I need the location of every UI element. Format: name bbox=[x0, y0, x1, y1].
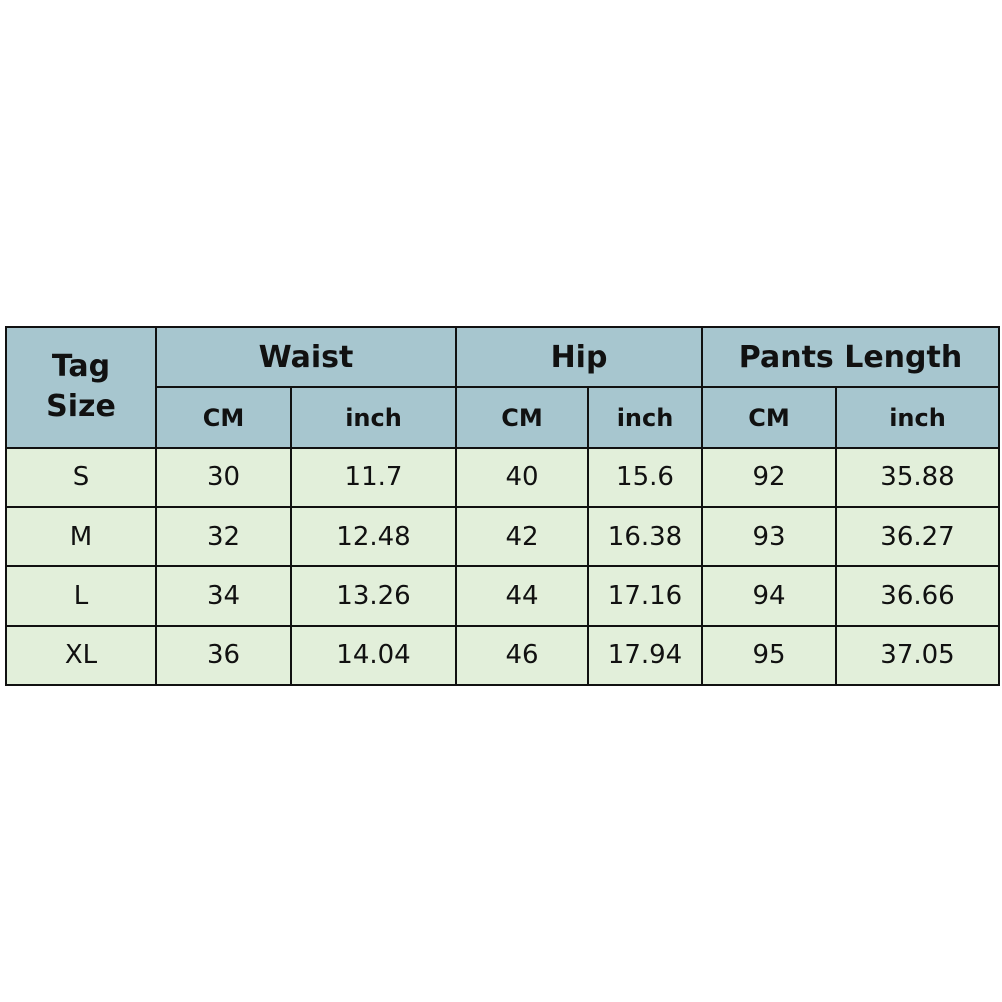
header-row: Tag Size Waist Hip Pants Length bbox=[5, 325, 1001, 449]
value-cell: 17.94 bbox=[587, 624, 703, 687]
size-cell: L bbox=[5, 565, 157, 627]
value-cell: 13.26 bbox=[290, 565, 457, 627]
value-cell: 15.6 bbox=[587, 446, 703, 509]
size-cell: S bbox=[5, 446, 157, 509]
unit-header: CM bbox=[701, 386, 837, 449]
value-cell: 95 bbox=[701, 624, 837, 687]
data-row: M 32 12.48 42 16.38 93 36.27 bbox=[5, 505, 1001, 568]
group-header: Pants Length bbox=[700, 325, 1001, 389]
unit-header: inch bbox=[834, 386, 1001, 449]
value-cell: 42 bbox=[455, 505, 589, 568]
value-cell: 16.38 bbox=[587, 505, 703, 568]
unit-header: inch bbox=[290, 386, 457, 449]
value-cell: 36 bbox=[155, 624, 292, 687]
unit-header: CM bbox=[155, 386, 292, 449]
group-header: Hip bbox=[455, 325, 703, 389]
group-header: Waist bbox=[155, 325, 457, 389]
value-cell: 93 bbox=[701, 505, 837, 568]
size-cell: M bbox=[5, 505, 157, 568]
unit-header: CM bbox=[455, 386, 589, 449]
value-cell: 92 bbox=[701, 446, 837, 509]
table-body: Tag Size Waist Hip Pants Length CM inch CM inch… bbox=[5, 325, 1001, 687]
value-cell: 46 bbox=[455, 624, 589, 687]
corner-cell: Tag Size bbox=[5, 326, 157, 449]
value-cell: 17.16 bbox=[587, 565, 703, 627]
value-cell: 36.66 bbox=[834, 565, 1001, 627]
value-cell: 12.48 bbox=[290, 505, 457, 568]
data-row: XL 36 14.04 46 17.94 95 37.05 bbox=[5, 624, 1001, 687]
value-cell: 32 bbox=[155, 505, 292, 568]
value-cell: 34 bbox=[155, 565, 292, 627]
value-cell: 14.04 bbox=[290, 624, 457, 687]
corner-label: Tag Size bbox=[46, 349, 116, 425]
value-cell: 94 bbox=[701, 565, 837, 627]
unit-header: inch bbox=[587, 386, 703, 449]
value-cell: 35.88 bbox=[834, 446, 1001, 509]
value-cell: 40 bbox=[455, 446, 589, 509]
unit-row: CM inch CM inch CM inch bbox=[6, 386, 1001, 449]
data-row: L 34 13.26 44 17.16 94 36.66 bbox=[5, 565, 1001, 627]
value-cell: 11.7 bbox=[290, 446, 457, 509]
size-cell: XL bbox=[5, 624, 157, 687]
value-cell: 30 bbox=[155, 446, 292, 509]
size-table: Tag Size Waist Hip Pants Length CM inch CM inch… bbox=[5, 325, 1001, 687]
value-cell: 44 bbox=[455, 565, 589, 627]
data-row: S 30 11.7 40 15.6 92 35.88 bbox=[5, 446, 1001, 509]
value-cell: 37.05 bbox=[834, 624, 1001, 687]
value-cell: 36.27 bbox=[834, 505, 1001, 568]
